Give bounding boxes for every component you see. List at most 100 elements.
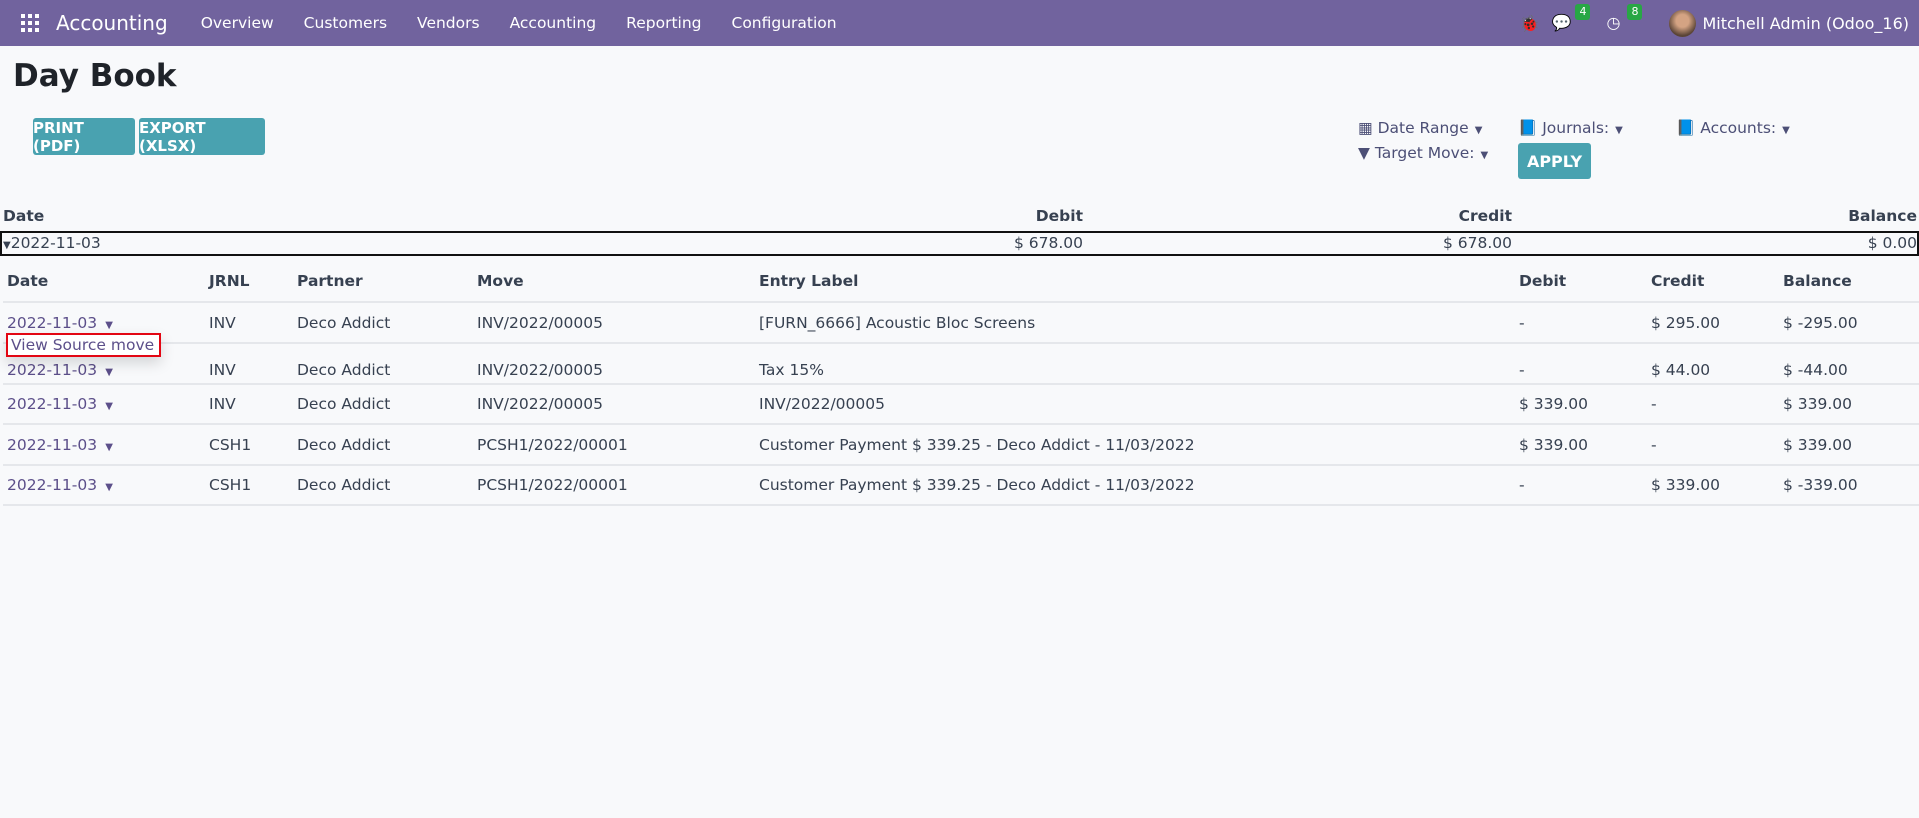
cell-text: CSH1 — [209, 435, 252, 454]
cell-credit: $ 295.00 — [1651, 314, 1720, 332]
cell-text: INV/2022/00005 — [477, 395, 603, 413]
table-row: 2022-11-03 ▼ INV Deco Addict INV/2022/00005… — [3, 344, 1919, 385]
cell-text: 2022-11-03 — [7, 435, 98, 454]
caret-down-icon[interactable]: ▼ — [102, 441, 113, 453]
app-name[interactable]: Accounting — [56, 11, 168, 35]
date-range-dropdown[interactable]: ▦ Date Range ▼ — [1358, 119, 1482, 137]
menu-configuration[interactable]: Configuration — [731, 14, 837, 32]
date-group-row[interactable]: ▼2022-11-03 $ 678.00 $ 678.00 $ 0.00 — [0, 231, 1919, 256]
cell-date[interactable]: 2022-11-03 ▼ — [7, 476, 113, 497]
apps-grid-icon[interactable] — [21, 14, 39, 32]
cell-text: PCSH1/2022/00001 — [477, 476, 628, 494]
col-move: Move — [477, 272, 524, 290]
accounts-dropdown[interactable]: 📘 Accounts: ▼ — [1676, 119, 1790, 137]
cell-move: INV/2022/00005 — [477, 361, 603, 379]
group-date: 2022-11-03 — [10, 234, 101, 252]
table-row: 2022-11-03 ▼ INV Deco Addict INV/2022/00005… — [3, 303, 1919, 344]
cell-date[interactable]: 2022-11-03 ▼ — [7, 395, 113, 416]
cell-text: Deco Addict — [297, 435, 391, 454]
export-xlsx-button[interactable]: EXPORT (XLSX) — [139, 118, 265, 155]
lines-header-row: Date JRNL Partner Move Entry Label Debit… — [3, 262, 1919, 303]
group-credit: $ 678.00 — [1442, 234, 1512, 252]
cell-date[interactable]: 2022-11-03 ▼ — [7, 314, 113, 335]
cell-partner: Deco Addict — [297, 314, 390, 332]
filter-icon: ▼ — [1358, 144, 1375, 162]
cell-text: 2022-11-03 — [7, 360, 98, 379]
menu-vendors[interactable]: Vendors — [417, 14, 480, 32]
cell-move: INV/2022/00005 — [477, 314, 603, 332]
group-balance: $ 0.00 — [1867, 234, 1917, 252]
cell-text: INV/2022/00005 — [477, 314, 603, 332]
cell-text: Customer Payment $ 339.25 - Deco Addict … — [759, 435, 1195, 454]
messages-button[interactable]: 💬 4 — [1549, 0, 1601, 46]
cell-text: Deco Addict — [297, 360, 391, 379]
cell-credit: - — [1651, 395, 1657, 413]
menu-customers[interactable]: Customers — [303, 14, 388, 32]
cell-text: - — [1519, 360, 1525, 379]
cell-entry-label: Customer Payment $ 339.25 - Deco Addict … — [759, 436, 1195, 454]
target-move-dropdown[interactable]: ▼ Target Move: ▼ — [1358, 144, 1488, 162]
menu-reporting[interactable]: Reporting — [626, 14, 702, 32]
cell-balance: $ 339.00 — [1783, 395, 1852, 413]
cell-date[interactable]: 2022-11-03 ▼ — [7, 436, 113, 457]
cell-date[interactable]: 2022-11-03 ▼ — [7, 361, 113, 382]
cell-text: INV — [209, 395, 236, 413]
cell-jrnl: INV — [209, 395, 236, 413]
cell-text: Deco Addict — [297, 395, 391, 413]
top-navbar: Accounting Overview Customers Vendors Ac… — [0, 0, 1919, 46]
cell-jrnl: CSH1 — [209, 476, 251, 494]
cell-text: INV/2022/00005 — [759, 395, 885, 413]
cell-partner: Deco Addict — [297, 395, 390, 413]
avatar[interactable] — [1669, 9, 1697, 37]
journals-dropdown[interactable]: 📘 Journals: ▼ — [1518, 119, 1623, 137]
col-credit: Credit — [1651, 272, 1705, 290]
col-date: Date — [7, 272, 49, 290]
cell-jrnl: CSH1 — [209, 436, 251, 454]
col-entry-label: Entry Label — [759, 272, 859, 290]
group-toggle[interactable]: ▼2022-11-03 — [3, 234, 101, 255]
cell-text: 2022-11-03 — [7, 314, 98, 332]
caret-down-icon[interactable]: ▼ — [102, 320, 113, 331]
menu-overview[interactable]: Overview — [200, 14, 274, 32]
debug-bug-icon[interactable]: 🐞 — [1519, 13, 1540, 33]
page-title: Day Book — [13, 58, 177, 94]
caret-down-icon[interactable]: ▼ — [102, 401, 113, 412]
book-icon: 📘 — [1518, 119, 1543, 137]
cell-debit: $ 339.00 — [1519, 395, 1588, 413]
cell-balance: $ -295.00 — [1783, 314, 1858, 332]
cell-text: $ -44.00 — [1783, 360, 1848, 379]
summary-header-credit: Credit — [1458, 207, 1512, 225]
cell-credit: $ 339.00 — [1651, 476, 1720, 494]
activities-button[interactable]: ◷ 8 — [1601, 0, 1653, 46]
calendar-icon: ▦ — [1358, 119, 1378, 137]
cell-text: Tax 15% — [759, 360, 824, 379]
cell-text: INV — [209, 314, 236, 332]
messages-badge: 4 — [1575, 4, 1591, 20]
print-pdf-button[interactable]: PRINT (PDF) — [33, 118, 135, 155]
cell-text: $ 339.00 — [1783, 435, 1853, 454]
date-range-label: Date Range — [1377, 119, 1469, 137]
apply-button[interactable]: APPLY — [1518, 143, 1591, 179]
cell-text: Deco Addict — [297, 314, 391, 332]
cell-text: Customer Payment $ 339.25 - Deco Addict … — [759, 476, 1195, 494]
view-source-move-menu-item[interactable]: View Source move — [6, 333, 161, 357]
menu-accounting[interactable]: Accounting — [509, 14, 597, 32]
group-debit: $ 678.00 — [1013, 234, 1083, 252]
cell-balance: $ -339.00 — [1783, 476, 1858, 494]
cell-balance: $ 339.00 — [1783, 436, 1852, 454]
caret-down-icon[interactable]: ▼ — [102, 366, 113, 378]
cell-move: PCSH1/2022/00001 — [477, 436, 628, 454]
user-menu[interactable]: Mitchell Admin (Odoo_16) — [1702, 13, 1909, 33]
messages-icon: 💬 — [1551, 13, 1572, 32]
cell-text: $ -339.00 — [1783, 476, 1858, 494]
caret-down-icon[interactable]: ▼ — [102, 482, 113, 493]
cell-text: $ 339.00 — [1519, 395, 1589, 413]
cell-text: PCSH1/2022/00001 — [477, 435, 628, 454]
cell-partner: Deco Addict — [297, 361, 390, 379]
cell-jrnl: INV — [209, 361, 236, 379]
cell-credit: $ 44.00 — [1651, 361, 1710, 379]
cell-entry-label: Customer Payment $ 339.25 - Deco Addict … — [759, 476, 1195, 494]
cell-text: [FURN_6666] Acoustic Bloc Screens — [759, 314, 1036, 332]
cell-text: Deco Addict — [297, 476, 391, 494]
journals-label: Journals: — [1542, 119, 1610, 137]
